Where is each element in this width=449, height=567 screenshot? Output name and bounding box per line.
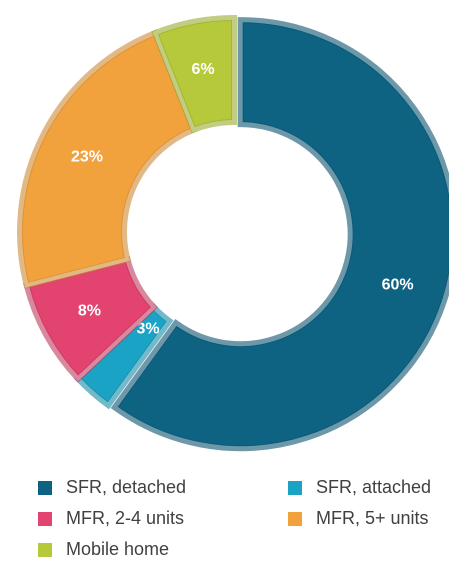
slice-border [17, 29, 198, 289]
legend-label: Mobile home [66, 539, 169, 559]
slice-border [151, 14, 237, 134]
data-label: 6% [192, 61, 215, 78]
legend-swatch [288, 512, 302, 526]
legend-label: SFR, detached [66, 477, 186, 497]
legend-swatch [288, 481, 302, 495]
legend-swatch [38, 512, 52, 526]
data-label: 8% [78, 303, 101, 320]
legend-swatch [38, 481, 52, 495]
data-label: 60% [382, 276, 414, 293]
legend-label: SFR, attached [316, 477, 431, 497]
legend-label: MFR, 5+ units [316, 508, 429, 528]
legend-swatch [38, 543, 52, 557]
data-label: 23% [71, 148, 103, 165]
data-label: 3% [136, 321, 159, 338]
slice-border [110, 17, 449, 452]
legend-label: MFR, 2-4 units [66, 508, 184, 528]
